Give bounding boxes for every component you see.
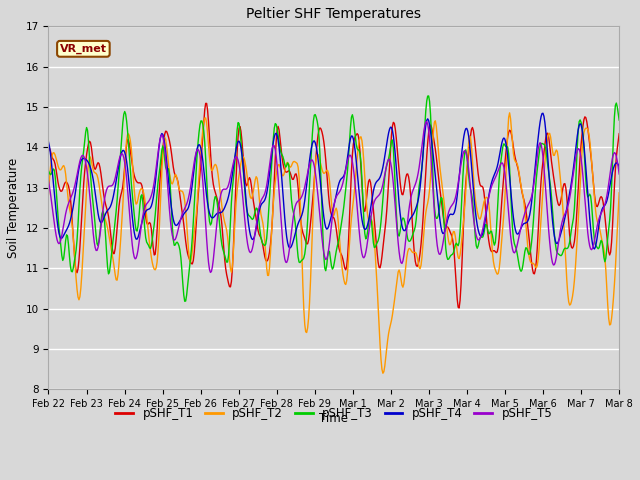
pSHF_T1 (455, 305, 463, 311)
pSHF_T3 (192, 167, 200, 172)
pSHF_T3 (146, 245, 154, 251)
X-axis label: Time: Time (319, 412, 348, 425)
pSHF_T1 (304, 241, 312, 247)
pSHF_T3 (425, 93, 433, 99)
pSHF_T3 (615, 117, 623, 123)
Line: pSHF_T2: pSHF_T2 (49, 113, 619, 373)
pSHF_T2 (379, 371, 387, 376)
pSHF_T2 (427, 175, 435, 180)
pSHF_T1 (476, 182, 484, 188)
pSHF_T5 (146, 197, 154, 203)
Line: pSHF_T1: pSHF_T1 (49, 103, 619, 308)
pSHF_T5 (476, 236, 484, 241)
pSHF_T5 (423, 119, 431, 124)
pSHF_T3 (476, 235, 484, 241)
pSHF_T1 (45, 147, 52, 153)
Text: VR_met: VR_met (60, 44, 107, 54)
pSHF_T1 (382, 219, 390, 225)
Legend: pSHF_T1, pSHF_T2, pSHF_T3, pSHF_T4, pSHF_T5: pSHF_T1, pSHF_T2, pSHF_T3, pSHF_T4, pSHF… (111, 402, 557, 425)
pSHF_T4 (381, 154, 388, 159)
pSHF_T2 (45, 192, 52, 198)
Y-axis label: Soil Temperature: Soil Temperature (7, 157, 20, 258)
pSHF_T1 (615, 131, 623, 136)
pSHF_T2 (191, 221, 199, 227)
pSHF_T1 (427, 122, 435, 128)
pSHF_T3 (382, 167, 390, 173)
pSHF_T4 (615, 164, 623, 170)
pSHF_T5 (207, 270, 214, 276)
pSHF_T2 (615, 190, 623, 196)
pSHF_T2 (382, 355, 390, 360)
pSHF_T1 (202, 100, 209, 106)
pSHF_T3 (45, 168, 52, 174)
pSHF_T2 (303, 330, 310, 336)
pSHF_T2 (146, 240, 154, 246)
Title: Peltier SHF Temperatures: Peltier SHF Temperatures (246, 7, 421, 21)
pSHF_T4 (303, 182, 310, 188)
pSHF_T3 (304, 217, 312, 223)
pSHF_T2 (476, 216, 483, 222)
Line: pSHF_T4: pSHF_T4 (49, 113, 619, 249)
pSHF_T4 (474, 227, 482, 233)
pSHF_T5 (428, 162, 435, 168)
pSHF_T5 (615, 171, 623, 177)
Line: pSHF_T3: pSHF_T3 (49, 96, 619, 301)
pSHF_T4 (426, 122, 433, 128)
pSHF_T5 (191, 154, 199, 159)
pSHF_T4 (191, 157, 199, 163)
pSHF_T3 (181, 299, 189, 304)
Line: pSHF_T5: pSHF_T5 (49, 121, 619, 273)
pSHF_T4 (146, 206, 154, 212)
pSHF_T4 (591, 246, 598, 252)
pSHF_T3 (428, 133, 435, 139)
pSHF_T2 (506, 110, 513, 116)
pSHF_T5 (45, 178, 52, 183)
pSHF_T4 (539, 110, 547, 116)
pSHF_T5 (382, 167, 390, 172)
pSHF_T1 (191, 237, 199, 243)
pSHF_T5 (304, 170, 312, 176)
pSHF_T1 (146, 219, 154, 225)
pSHF_T4 (45, 139, 52, 145)
